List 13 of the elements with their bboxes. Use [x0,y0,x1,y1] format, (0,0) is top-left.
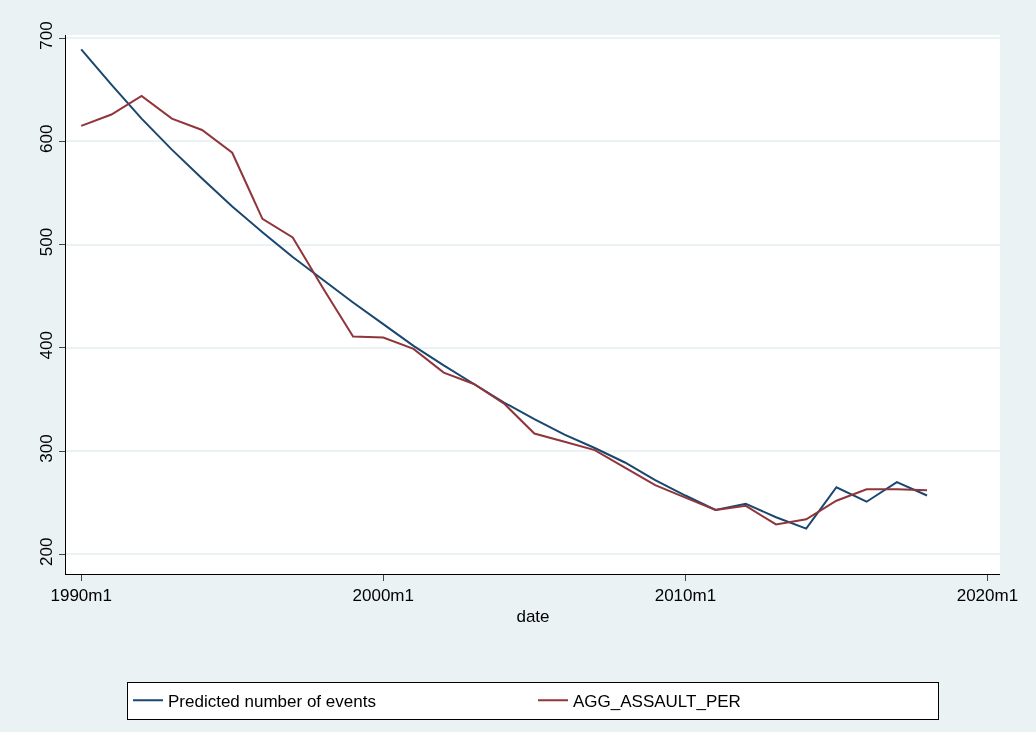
x-tick-label: 2000m1 [352,586,414,606]
x-axis-title: date [516,606,550,626]
legend-label: AGG_ASSAULT_PER [573,691,741,711]
y-tick-label: 500 [37,227,57,257]
y-tick-label: 400 [37,331,57,360]
x-tick-label: 2020m1 [956,586,1019,606]
y-tick-label: 300 [37,434,57,463]
y-tick-label: 600 [37,124,57,153]
legend-label: Predicted number of events [168,691,376,711]
x-tick-label: 1990m1 [50,586,112,606]
x-tick-label: 2010m1 [654,586,717,606]
y-tick-label: 200 [37,537,57,567]
y-tick-label: 700 [37,21,57,50]
